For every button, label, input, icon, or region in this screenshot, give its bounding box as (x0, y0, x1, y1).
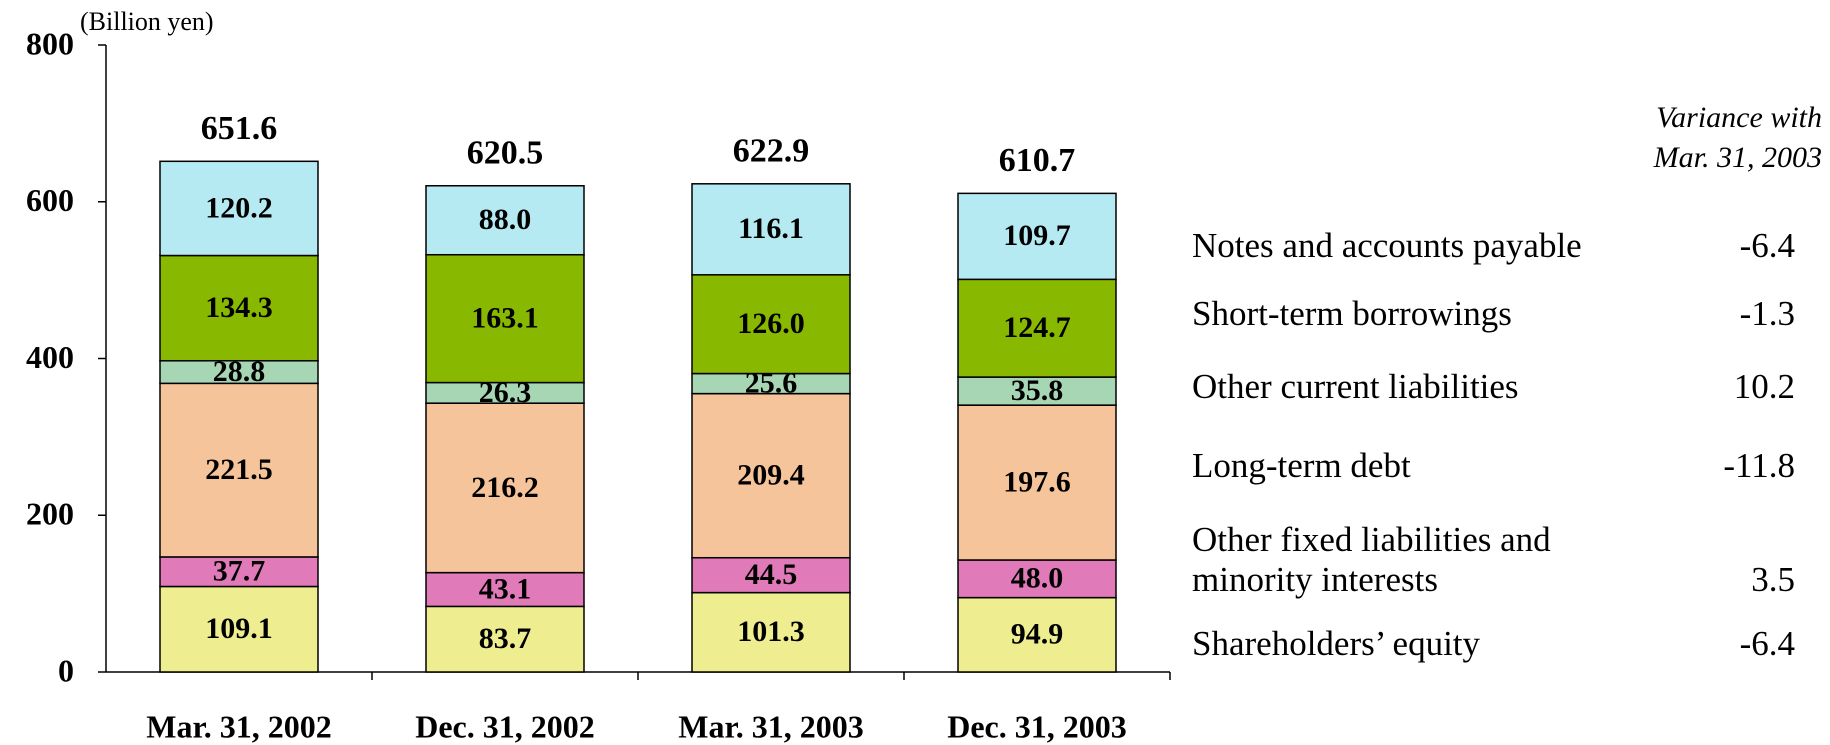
variance-title: Variance with Mar. 31, 2003 (1653, 101, 1822, 174)
data-label: 94.9 (1011, 618, 1064, 651)
total-label: 622.9 (733, 133, 810, 170)
bar-segment (159, 160, 319, 257)
data-label: 120.2 (205, 191, 273, 224)
series-name: Other current liabilities (1192, 367, 1519, 406)
bar-segment (425, 402, 585, 574)
bar-segment (159, 556, 319, 588)
data-label: 197.6 (1003, 465, 1071, 498)
variance-value: -11.8 (1723, 446, 1795, 485)
bar-segment (425, 185, 585, 256)
x-tick-label: Mar. 31, 2002 (146, 708, 331, 744)
data-label: 43.1 (479, 572, 532, 605)
total-label: 651.6 (201, 110, 278, 147)
x-tick-label: Mar. 31, 2003 (678, 708, 863, 744)
x-tick-label: Dec. 31, 2003 (947, 708, 1127, 744)
data-label: 88.0 (479, 203, 532, 236)
data-label: 109.7 (1003, 219, 1071, 252)
data-label: 209.4 (737, 459, 805, 492)
bar-segment (159, 254, 319, 362)
data-label: 109.1 (205, 612, 273, 645)
bar-segment (957, 278, 1117, 378)
bar-segment (691, 274, 851, 375)
variance-value: 10.2 (1733, 367, 1795, 406)
data-label: 134.3 (205, 291, 273, 324)
variance-value: -1.3 (1739, 294, 1795, 333)
variance-value: -6.4 (1739, 624, 1795, 663)
data-label: 124.7 (1003, 311, 1071, 344)
data-label: 83.7 (479, 622, 532, 655)
bar-segment (159, 382, 319, 558)
series-name: Short-term borrowings (1192, 294, 1512, 333)
bar-segment (691, 183, 851, 276)
data-label: 48.0 (1011, 562, 1064, 595)
y-tick-label: 0 (58, 652, 74, 688)
bar-segment (425, 605, 585, 673)
total-label: 620.5 (467, 135, 544, 172)
y-tick-label: 200 (26, 496, 74, 532)
bar-segment (957, 404, 1117, 561)
bar-segment (159, 585, 319, 673)
data-label: 126.0 (737, 307, 805, 340)
y-tick-label: 600 (26, 182, 74, 218)
bar-segment (957, 596, 1117, 673)
y-axis-label: (Billion yen) (80, 7, 214, 36)
x-tick-label: Dec. 31, 2002 (415, 708, 595, 744)
variance-value: -6.4 (1739, 226, 1795, 265)
y-tick-label: 800 (26, 25, 74, 61)
bar-segment (425, 253, 585, 384)
data-label: 221.5 (205, 453, 273, 486)
total-label: 610.7 (999, 142, 1076, 179)
series-name: Long-term debt (1192, 446, 1411, 485)
data-label: 44.5 (745, 558, 798, 591)
bar-segment (691, 392, 851, 559)
series-name: Shareholders’ equity (1192, 624, 1481, 663)
data-label: 35.8 (1011, 374, 1064, 407)
variance-value: 3.5 (1751, 560, 1795, 599)
series-name: Other fixed liabilities and minority int… (1192, 520, 1551, 599)
series-name: Notes and accounts payable (1192, 226, 1582, 265)
data-label: 116.1 (738, 212, 804, 245)
data-label: 101.3 (737, 615, 805, 648)
y-tick-label: 400 (26, 339, 74, 375)
bar-segment (957, 192, 1117, 281)
data-label: 216.2 (471, 471, 539, 504)
data-label: 163.1 (471, 302, 539, 335)
data-label: 37.7 (213, 555, 266, 588)
